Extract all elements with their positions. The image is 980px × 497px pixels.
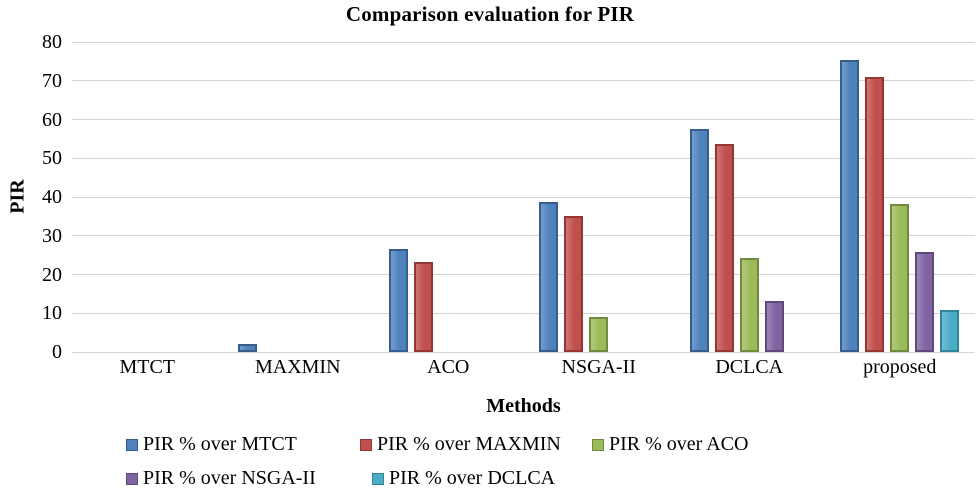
bar-MAXMIN-series1 <box>238 343 258 352</box>
legend-swatch-icon <box>126 439 138 451</box>
legend-item-series5: PIR % over DCLCA <box>372 467 555 491</box>
bar-ACO-series2 <box>413 262 433 352</box>
legend-swatch-icon <box>360 439 372 451</box>
legend-label: PIR % over DCLCA <box>389 467 556 489</box>
bar-ACO-series1 <box>388 248 408 352</box>
x-tick-label-MAXMIN: MAXMIN <box>254 356 341 378</box>
gridline-50 <box>72 157 975 159</box>
y-tick-label-10: 10 <box>42 302 62 325</box>
bar-proposed-series3 <box>890 204 910 352</box>
bar-proposed-series1 <box>840 59 860 352</box>
legend-label: PIR % over MTCT <box>143 433 297 455</box>
gridline-80 <box>72 41 975 43</box>
x-axis-title: Methods <box>486 395 561 417</box>
bar-NSGA-II-series1 <box>539 201 559 352</box>
bar-proposed-series4 <box>915 252 935 352</box>
bar-proposed-series2 <box>865 76 885 352</box>
bar-NSGA-II-series2 <box>564 215 584 352</box>
y-tick-label-40: 40 <box>42 186 62 208</box>
plot-area <box>72 41 975 353</box>
legend-label: PIR % over NSGA-II <box>143 467 316 489</box>
gridline-20 <box>72 274 975 275</box>
bar-proposed-series5 <box>940 310 960 352</box>
x-tick-label-MTCT: MTCT <box>119 356 176 378</box>
legend-label: PIR % over ACO <box>609 433 749 455</box>
gridline-10 <box>72 312 975 314</box>
y-tick-label-80: 80 <box>42 31 62 53</box>
y-tick-label-70: 70 <box>42 69 62 92</box>
bar-DCLCA-series4 <box>764 300 784 352</box>
bar-DCLCA-series3 <box>739 257 759 352</box>
gridline-0 <box>72 351 975 353</box>
bar-NSGA-II-series3 <box>589 316 609 352</box>
legend-item-series4: PIR % over NSGA-II <box>126 467 316 491</box>
gridline-60 <box>72 119 975 120</box>
x-tick-label-ACO: ACO <box>427 356 470 378</box>
legend-item-series2: PIR % over MAXMIN <box>360 433 561 457</box>
legend-label: PIR % over MAXMIN <box>377 433 561 455</box>
gridline-70 <box>72 80 975 82</box>
legend-swatch-icon <box>592 439 604 451</box>
chart-title: Comparison evaluation for PIR <box>345 2 635 26</box>
x-tick-label-DCLCA: DCLCA <box>715 356 784 378</box>
gridline-40 <box>72 196 975 198</box>
gridline-30 <box>72 235 975 237</box>
y-tick-label-30: 30 <box>42 224 62 247</box>
legend-swatch-icon <box>126 473 138 485</box>
bar-DCLCA-series1 <box>689 129 709 352</box>
legend-swatch-icon <box>372 473 384 485</box>
x-tick-label-proposed: proposed <box>863 356 937 378</box>
legend-item-series1: PIR % over MTCT <box>126 433 297 457</box>
bar-DCLCA-series2 <box>714 143 734 352</box>
y-tick-label-0: 0 <box>52 341 62 363</box>
legend-item-series3: PIR % over ACO <box>592 433 748 457</box>
y-tick-label-20: 20 <box>42 263 62 286</box>
y-tick-label-50: 50 <box>42 147 62 170</box>
x-tick-label-NSGA-II: NSGA-II <box>561 356 636 378</box>
y-tick-label-60: 60 <box>42 108 62 131</box>
